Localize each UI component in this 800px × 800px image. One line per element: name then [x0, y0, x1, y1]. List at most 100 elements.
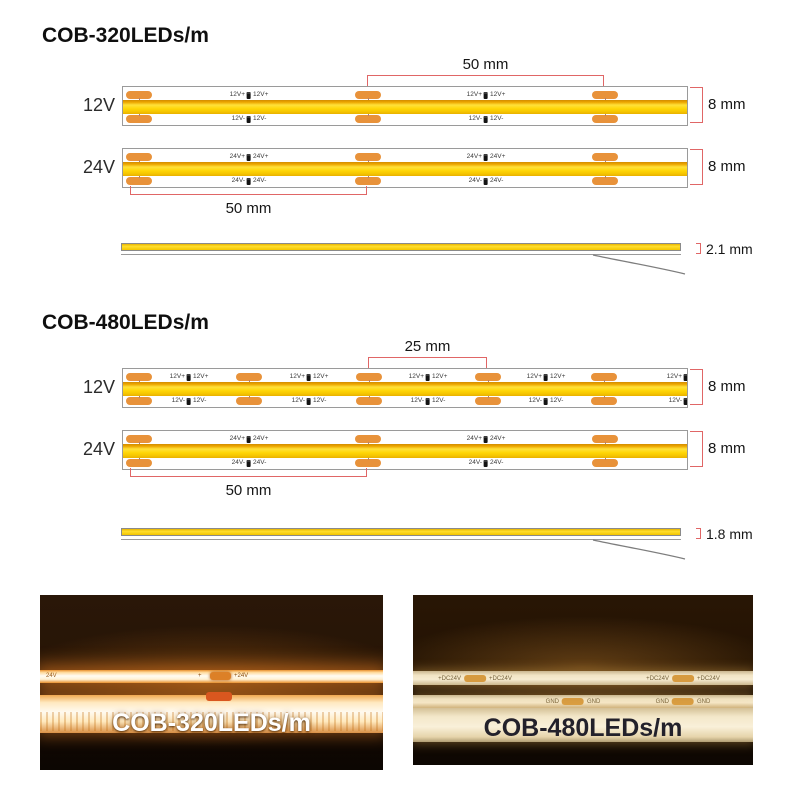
thickness-bracket	[696, 528, 701, 539]
lit-strip-1: +DC24V +DC24V +DC24V +DC24V	[413, 671, 753, 685]
polarity-text: 12V+	[490, 91, 506, 99]
polarity-label: 12V- 12V-	[292, 398, 326, 405]
cob-phosphor-band	[123, 162, 687, 176]
polarity-label: 12V- 12V-	[528, 397, 564, 405]
solder-pad	[126, 115, 152, 123]
cut-tick	[139, 176, 140, 178]
cut-tick	[605, 160, 606, 162]
polarity-text: 24V-	[468, 177, 482, 185]
component-icon	[484, 92, 488, 99]
cob-phosphor-band	[123, 382, 687, 396]
component-icon	[684, 398, 687, 405]
polarity-text: 24V+	[466, 153, 482, 161]
polarity-text: 12V-	[490, 115, 504, 123]
section-title-320: COB-320LEDs/m	[42, 24, 209, 47]
polarity-text: 12V+	[193, 373, 209, 381]
cut-tick	[604, 380, 605, 382]
marking-text: GND	[587, 698, 601, 705]
polarity-text: 12V-	[171, 397, 185, 405]
solder-pad	[592, 435, 618, 443]
polarity-text: 24V+	[229, 435, 245, 443]
width-dimension-bracket	[690, 369, 703, 405]
cut-tick	[139, 380, 140, 382]
solder-pad	[356, 373, 382, 381]
cut-tick	[249, 396, 250, 398]
cut-tick	[139, 396, 140, 398]
cut-dimension-bracket	[367, 75, 604, 86]
cut-tick	[368, 160, 369, 162]
polarity-label: 24V- 24V-	[468, 177, 503, 185]
width-dimension-label: 8 mm	[708, 158, 746, 175]
strip-voltage-marking: 24V	[46, 673, 57, 679]
solder-pad-photo	[562, 698, 584, 705]
cut-tick	[488, 380, 489, 382]
side-view-strip	[121, 528, 681, 536]
polarity-text: 12V-	[528, 397, 542, 405]
led-strip-diagram: 12V+ 12V+ 12V- 12V- 12V+ 12V+ 12V- 12V-	[122, 86, 688, 126]
voltage-label: 24V	[82, 439, 115, 459]
solder-pad	[355, 91, 381, 99]
component-icon	[484, 116, 488, 123]
polarity-label: 12V- 12V-	[232, 116, 266, 123]
polarity-text: 12V-	[432, 397, 446, 405]
polarity-label: 24V+ 24V+	[466, 153, 506, 161]
thickness-bracket	[696, 243, 701, 254]
cut-dimension-label: 50 mm	[225, 482, 272, 499]
solder-pad	[126, 435, 152, 443]
lit-strip-wide	[413, 708, 753, 742]
polarity-text: 12V+	[466, 91, 482, 99]
cut-dimension-bracket	[368, 357, 487, 368]
polarity-text: 12V-	[468, 115, 482, 123]
polarity-label: 12V+ 12V+	[230, 92, 268, 99]
strip-voltage-marking: +24V	[234, 673, 249, 679]
side-view-backing-curve	[591, 254, 691, 278]
cut-tick	[139, 160, 140, 162]
polarity-label: 12V+ 12V+	[170, 373, 209, 381]
cut-dimension-bracket	[130, 468, 367, 477]
solder-pad	[591, 373, 617, 381]
voltage-label: 24V	[82, 157, 115, 177]
solder-pad	[236, 373, 262, 381]
cut-tick	[368, 458, 369, 460]
solder-pad-photo	[464, 675, 486, 682]
marking-text: +DC24V	[646, 675, 669, 682]
cut-tick	[139, 458, 140, 460]
cut-tick	[368, 98, 369, 100]
strip-marking-group: GND GND	[546, 698, 601, 705]
cut-tick	[604, 396, 605, 398]
component-icon	[247, 460, 251, 467]
cut-dimension-label: 50 mm	[225, 200, 272, 217]
polarity-text: 24V-	[231, 177, 245, 185]
polarity-text: 12V-	[550, 397, 564, 405]
polarity-text: 24V-	[468, 459, 482, 467]
cut-dimension-bracket	[130, 186, 367, 195]
polarity-label: 12V+ 12V+	[466, 91, 506, 99]
polarity-label: 12V- 12V-	[171, 397, 206, 405]
solder-pad	[126, 153, 152, 161]
solder-pad	[126, 397, 152, 405]
marking-text: GND	[697, 698, 711, 705]
solder-pad	[355, 115, 381, 123]
solder-pad	[355, 459, 381, 467]
section-title-480: COB-480LEDs/m	[42, 311, 209, 334]
polarity-label: 12V- 12V-	[411, 397, 446, 405]
component-icon	[247, 154, 251, 161]
polarity-text: 12V+	[666, 373, 682, 381]
solder-pad	[475, 373, 501, 381]
width-dimension-label: 8 mm	[708, 96, 746, 113]
component-icon	[307, 374, 311, 381]
polarity-label: 12V+ 12V+	[290, 374, 328, 381]
polarity-label: 24V+ 24V+	[467, 436, 505, 443]
component-icon	[684, 374, 687, 381]
component-icon	[426, 374, 430, 381]
cob-phosphor-band	[123, 100, 687, 114]
solder-pad	[592, 153, 618, 161]
polarity-text: 24V+	[490, 153, 506, 161]
strip-marking-group: +DC24V +DC24V	[646, 675, 720, 682]
side-view-backing-curve	[591, 539, 691, 563]
led-strip-diagram: 12V+ 12V+ 12V- 12V- 12V+ 12V+ 12V- 12V- 12V+ 12V+…	[122, 368, 688, 408]
polarity-label: 12V+ 12V+	[527, 374, 565, 381]
component-icon	[247, 116, 251, 123]
cut-dimension-label: 50 mm	[462, 56, 509, 73]
polarity-text: 24V-	[253, 177, 267, 185]
